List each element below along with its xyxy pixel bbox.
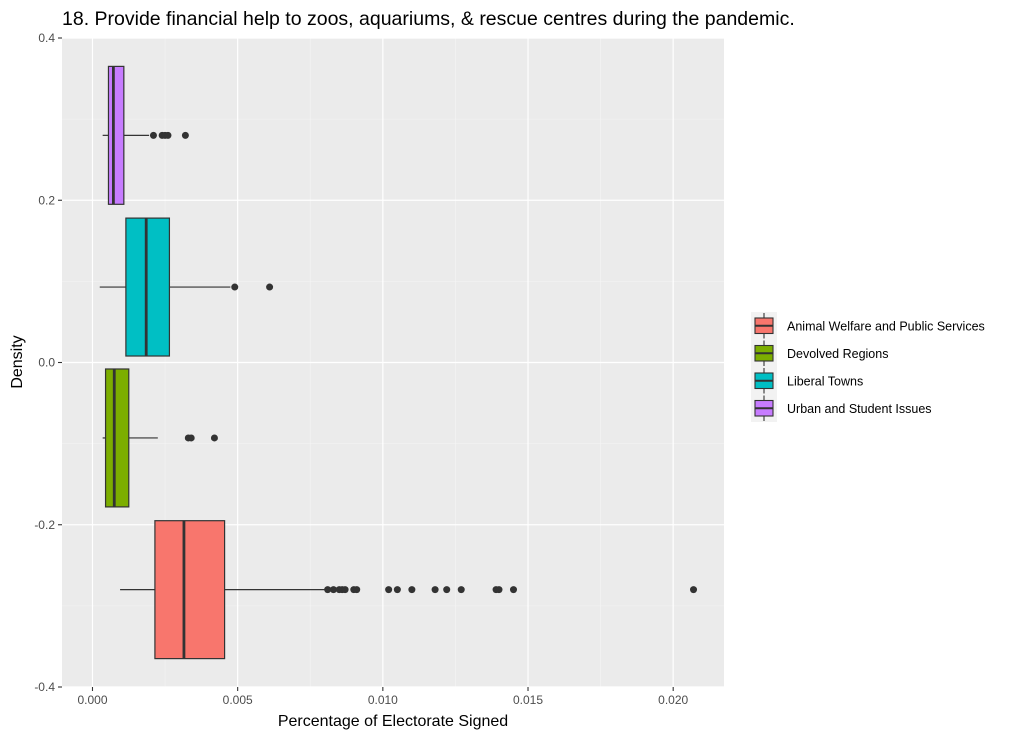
x-tick-label: 0.010 [368, 693, 398, 707]
outlier-point [443, 586, 451, 594]
y-tick-label: 0.4 [38, 31, 55, 45]
outlier-point [187, 434, 195, 442]
x-tick-label: 0.000 [77, 693, 107, 707]
outlier-point [266, 283, 274, 291]
boxes [99, 65, 698, 660]
legend-label: Urban and Student Issues [787, 402, 932, 416]
legend-item: Liberal Towns [751, 367, 863, 395]
y-axis-title: Density [9, 335, 26, 388]
y-tick-label: 0.2 [38, 193, 55, 207]
boxplot-liberal-towns [99, 217, 274, 357]
box [125, 217, 171, 357]
box [104, 368, 130, 508]
legend-label: Liberal Towns [787, 374, 863, 388]
outlier-point [164, 131, 172, 139]
outlier-point [324, 586, 332, 594]
outlier-point [457, 586, 465, 594]
legend-item: Devolved Regions [751, 339, 888, 367]
y-tick-label: -0.2 [34, 518, 55, 532]
x-axis: 0.000 0.005 0.010 0.015 0.020 [77, 687, 689, 707]
x-tick-label: 0.020 [658, 693, 688, 707]
outlier-point [149, 131, 157, 139]
legend: Animal Welfare and Public Services Devolv… [751, 312, 985, 422]
y-tick-label: 0.0 [38, 356, 55, 370]
outlier-point [393, 586, 401, 594]
outlier-point [231, 283, 239, 291]
outlier-point [408, 586, 416, 594]
x-tick-label: 0.005 [223, 693, 253, 707]
outlier-point [690, 586, 698, 594]
y-tick-label: -0.4 [34, 680, 55, 694]
legend-item: Urban and Student Issues [751, 394, 932, 422]
outlier-point [495, 586, 503, 594]
outlier-point [341, 586, 349, 594]
outlier-point [181, 131, 189, 139]
x-tick-label: 0.015 [513, 693, 543, 707]
outlier-point [431, 586, 439, 594]
y-axis: -0.4 -0.2 0.0 0.2 0.4 [34, 31, 62, 694]
outlier-point [210, 434, 218, 442]
boxplot-devolved-regions [102, 368, 218, 508]
legend-label: Animal Welfare and Public Services [787, 319, 985, 333]
box [154, 520, 226, 660]
grid-major [62, 37, 724, 688]
legend-item: Animal Welfare and Public Services [751, 312, 985, 340]
boxplot-animal-welfare-and-public-services [120, 520, 698, 660]
outlier-point [385, 586, 393, 594]
chart-title: 18. Provide financial help to zoos, aqua… [62, 8, 795, 30]
outlier-point [353, 586, 361, 594]
outlier-point [509, 586, 517, 594]
boxplot-urban-and-student-issues [102, 65, 189, 205]
box [107, 65, 125, 205]
legend-label: Devolved Regions [787, 347, 888, 361]
outlier-point [329, 586, 337, 594]
x-axis-title: Percentage of Electorate Signed [278, 713, 508, 730]
